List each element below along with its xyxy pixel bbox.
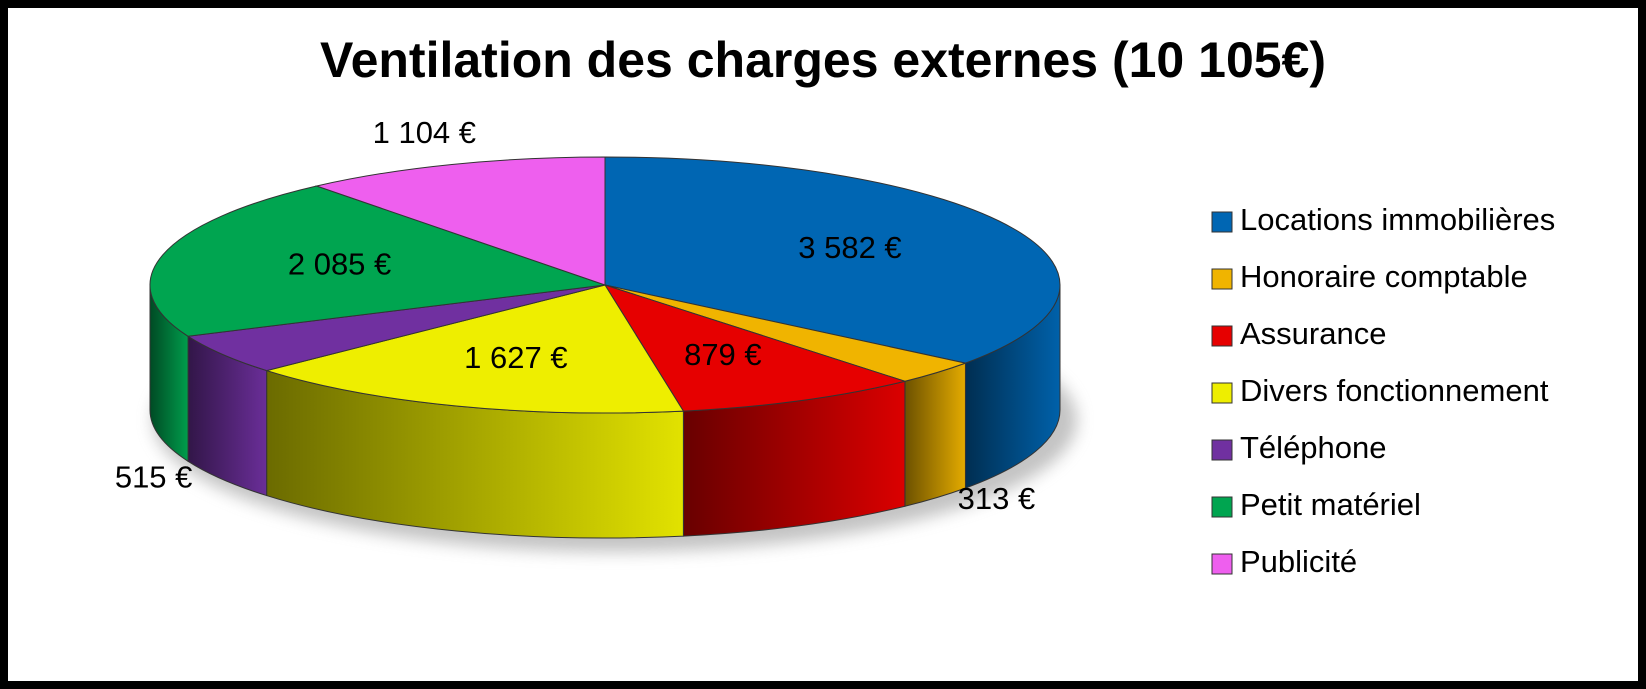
legend-swatch bbox=[1211, 268, 1233, 290]
legend-label: Locations immobilières bbox=[1240, 202, 1555, 237]
legend-swatch bbox=[1211, 496, 1233, 518]
legend-label: Publicité bbox=[1240, 544, 1357, 579]
data-label: 2 085 € bbox=[288, 247, 391, 282]
data-label: 879 € bbox=[684, 337, 762, 372]
data-label: 515 € bbox=[115, 459, 193, 494]
legend-swatch bbox=[1211, 325, 1233, 347]
chart-title: Ventilation des charges externes (10 105… bbox=[320, 32, 1326, 88]
slice bbox=[149, 185, 606, 337]
legend-swatch bbox=[1211, 211, 1233, 233]
data-label: 1 104 € bbox=[373, 115, 476, 150]
legend-label: Petit matériel bbox=[1240, 487, 1421, 522]
data-label: 1 627 € bbox=[464, 340, 567, 375]
legend-label: Divers fonctionnement bbox=[1240, 373, 1549, 408]
slice bbox=[314, 156, 606, 286]
slice-side bbox=[904, 362, 966, 507]
legend-swatch bbox=[1211, 382, 1233, 404]
slice bbox=[603, 284, 907, 412]
legend-label: Assurance bbox=[1240, 316, 1386, 351]
legend-label: Honoraire comptable bbox=[1240, 259, 1528, 294]
legend-swatch bbox=[1211, 553, 1233, 575]
data-label: 3 582 € bbox=[798, 230, 901, 265]
legend-swatch bbox=[1211, 439, 1233, 461]
slice bbox=[186, 284, 606, 372]
legend-label: Téléphone bbox=[1240, 430, 1387, 465]
data-label: 313 € bbox=[958, 481, 1036, 516]
slice bbox=[264, 284, 685, 414]
slice bbox=[604, 156, 1061, 364]
